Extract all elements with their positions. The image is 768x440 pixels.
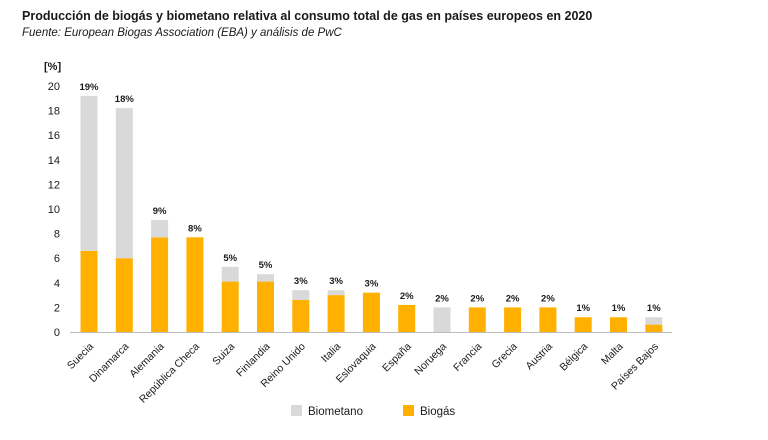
bar-biometano-4 <box>221 266 239 282</box>
bar-biometano-5 <box>257 274 274 282</box>
bar-biogas-15 <box>610 317 627 332</box>
y-tick-label: 2 <box>54 302 60 314</box>
data-label: 1% <box>576 303 590 314</box>
data-label: 19% <box>79 82 99 93</box>
x-tick-label: Grecia <box>489 341 519 371</box>
chart-subtitle: Fuente: European Biogas Association (EBA… <box>22 27 342 39</box>
bar-biogas-4 <box>221 281 239 332</box>
data-label: 1% <box>647 303 661 314</box>
chart-title: Producción de biogás y biometano relativ… <box>22 9 593 23</box>
data-label: 3% <box>329 276 343 287</box>
bar-biometano-1 <box>115 108 133 259</box>
data-label: 18% <box>115 94 135 105</box>
y-tick-label: 16 <box>48 130 60 142</box>
data-label: 2% <box>541 293 555 304</box>
bar-biogas-2 <box>151 237 169 332</box>
y-axis-label: [%] <box>44 61 61 73</box>
bar-biogas-14 <box>574 317 592 332</box>
y-tick-label: 14 <box>48 155 60 167</box>
data-label: 5% <box>259 260 273 271</box>
x-tick-label: Noruega <box>412 341 449 378</box>
x-tick-label: Francia <box>451 341 484 374</box>
data-label: 5% <box>223 253 237 264</box>
bar-biogas-6 <box>292 300 310 332</box>
data-label: 1% <box>612 303 626 314</box>
y-tick-label: 12 <box>48 179 60 191</box>
data-label: 2% <box>506 293 520 304</box>
y-tick-label: 20 <box>48 81 60 93</box>
x-tick-label: España <box>380 341 414 375</box>
bar-biogas-12 <box>504 307 522 332</box>
x-tick-label: Bélgica <box>557 341 590 374</box>
x-tick-label: Italia <box>319 341 343 365</box>
bar-biogas-7 <box>327 295 345 332</box>
bar-biometano-16 <box>645 317 663 325</box>
bar-biogas-9 <box>398 304 416 332</box>
y-tick-label: 10 <box>48 204 60 216</box>
data-label: 2% <box>400 291 414 302</box>
data-label: 9% <box>153 206 167 217</box>
legend-label: Biogás <box>420 406 455 418</box>
x-tick-label: Malta <box>599 341 626 368</box>
bar-biogas-5 <box>257 281 274 332</box>
x-tick-label: Suecia <box>65 341 96 372</box>
y-tick-label: 6 <box>54 253 60 265</box>
y-tick-label: 18 <box>48 106 60 118</box>
bar-biometano-2 <box>151 220 169 238</box>
bar-biogas-8 <box>362 292 380 332</box>
legend-label: Biometano <box>308 406 363 418</box>
data-label: 3% <box>365 279 379 290</box>
y-tick-label: 8 <box>54 229 60 241</box>
bar-biometano-10 <box>433 307 451 332</box>
bar-biogas-3 <box>186 237 204 332</box>
y-tick-label: 0 <box>54 327 60 339</box>
x-tick-label: Suiza <box>210 341 237 368</box>
bar-biogas-0 <box>80 250 98 332</box>
data-label: 8% <box>188 223 202 234</box>
legend-swatch-1 <box>403 405 414 416</box>
x-tick-label: Austria <box>523 341 555 373</box>
x-tick-label: República Checa <box>137 341 202 406</box>
y-tick-label: 4 <box>54 278 60 290</box>
data-label: 3% <box>294 276 308 287</box>
bar-biometano-7 <box>327 290 345 296</box>
bar-biogas-1 <box>115 258 133 332</box>
data-label: 2% <box>470 293 484 304</box>
legend-swatch-0 <box>291 405 302 416</box>
bar-biogas-16 <box>645 324 663 332</box>
bar-biometano-6 <box>292 290 310 301</box>
bar-biogas-11 <box>468 307 486 332</box>
bar-biometano-0 <box>80 95 98 251</box>
bar-biogas-13 <box>539 307 557 332</box>
data-label: 2% <box>435 293 449 304</box>
